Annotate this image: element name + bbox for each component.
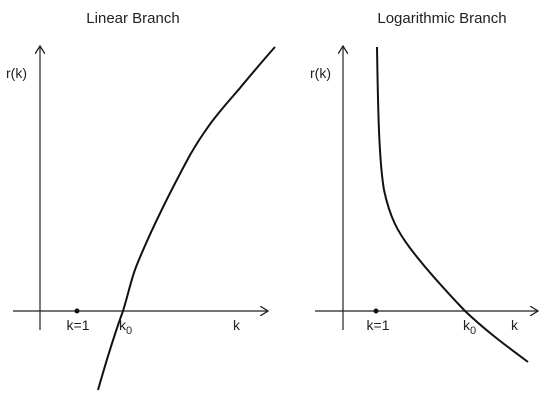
point-label: k0 bbox=[463, 317, 476, 337]
y-axis-label: r(k) bbox=[6, 65, 27, 81]
point-marker bbox=[373, 308, 379, 314]
x-axis-label: k bbox=[511, 317, 519, 333]
x-axis-label: k bbox=[233, 317, 241, 333]
point-marker bbox=[74, 308, 80, 314]
panel-title: Logarithmic Branch bbox=[377, 10, 506, 27]
y-axis-label: r(k) bbox=[310, 65, 331, 81]
curve bbox=[376, 46, 529, 363]
panel-log: Logarithmic Branch r(k) k k=1 k0 bbox=[310, 10, 538, 363]
point-label: k=1 bbox=[367, 317, 390, 333]
curve bbox=[97, 46, 276, 391]
panel-title: Linear Branch bbox=[86, 10, 179, 27]
point-label: k=1 bbox=[67, 317, 90, 333]
panel-linear: Linear Branch r(k) k k=1 k0 bbox=[6, 10, 276, 391]
point-label: k0 bbox=[119, 317, 132, 337]
